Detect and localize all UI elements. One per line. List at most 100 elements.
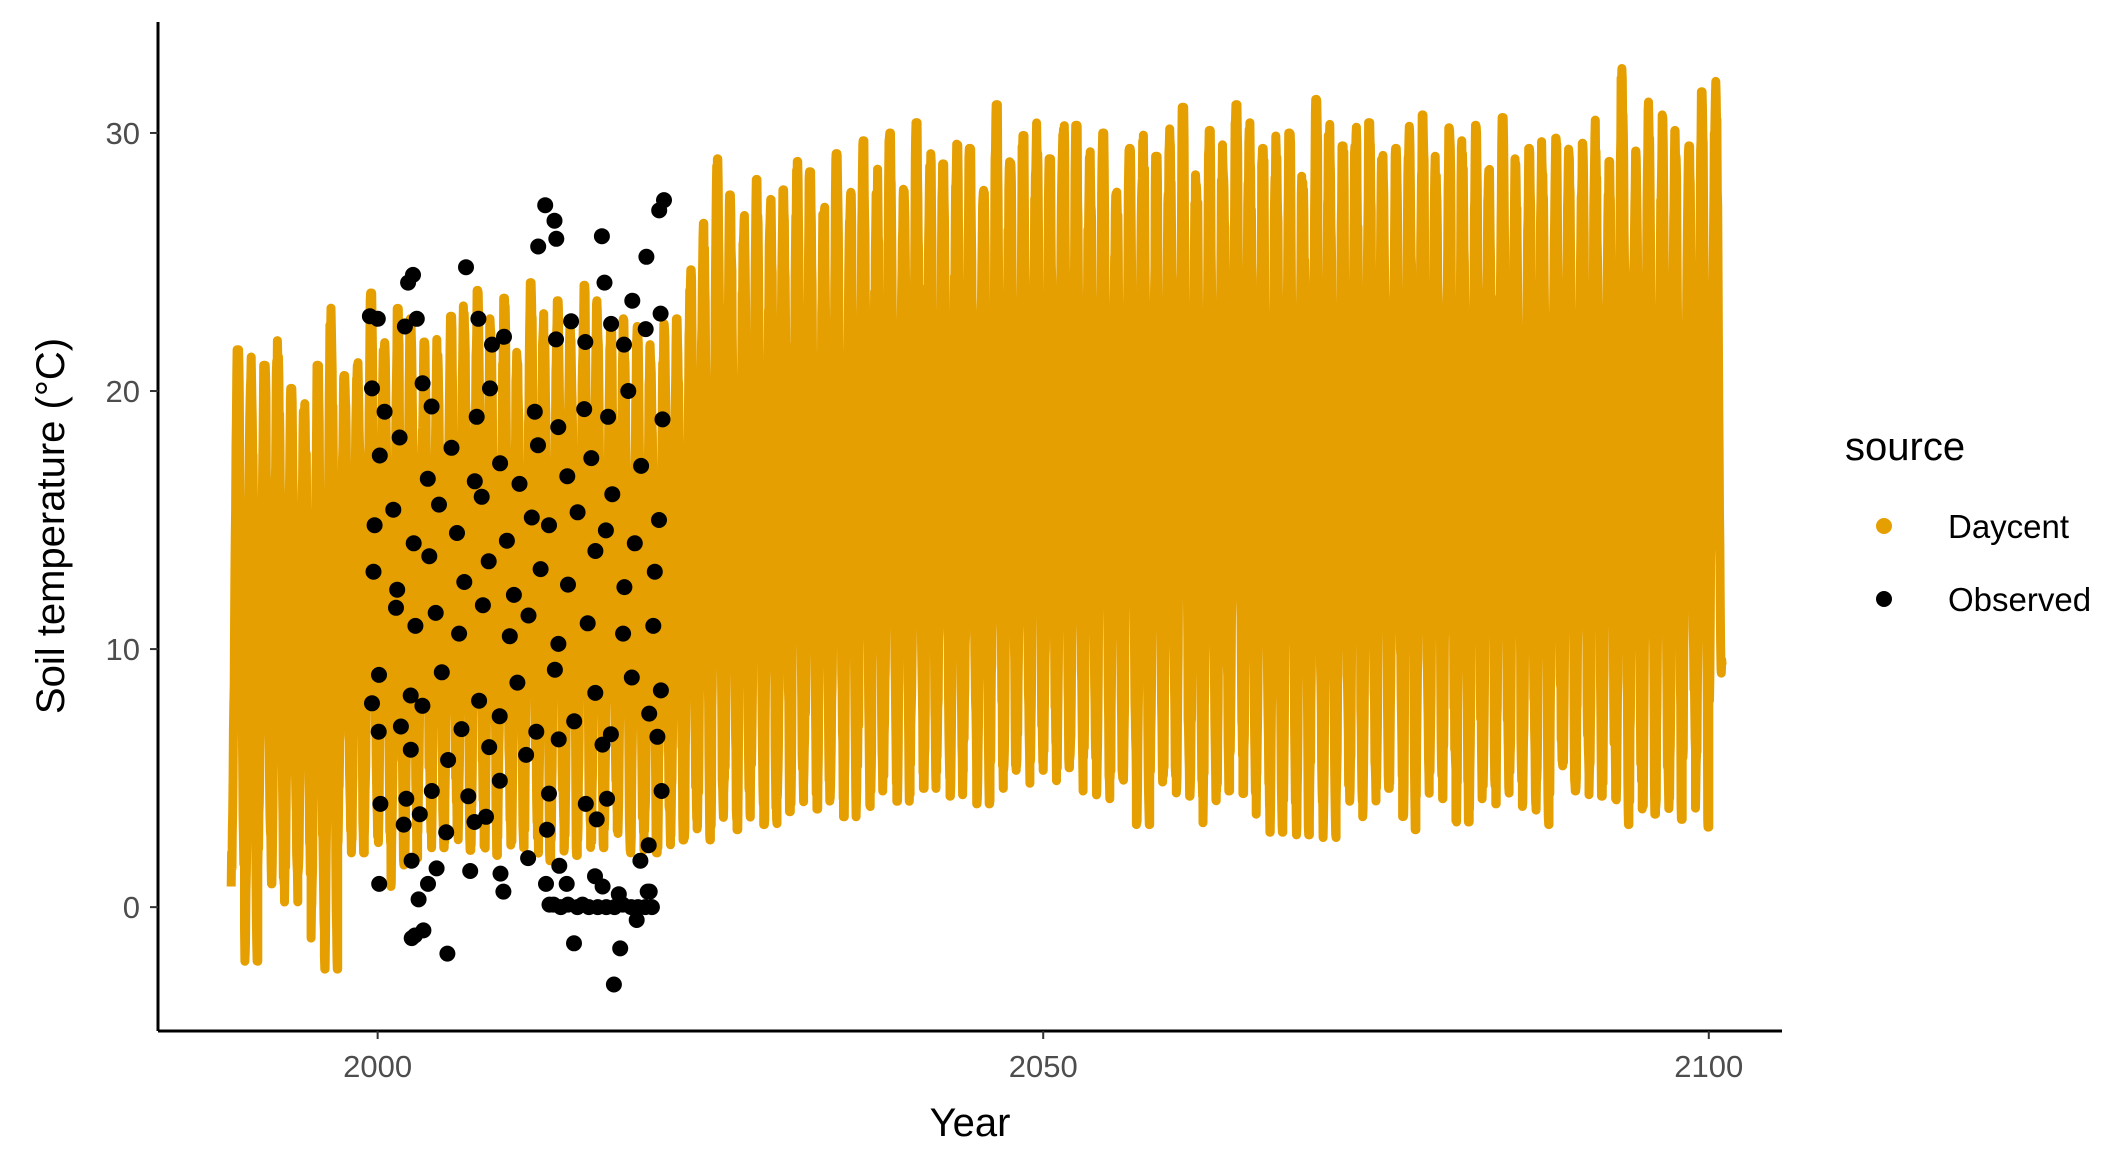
observed-point xyxy=(370,723,387,740)
observed-point xyxy=(421,548,438,565)
observed-point xyxy=(626,535,643,552)
observed-point xyxy=(523,509,540,526)
observed-point xyxy=(563,313,580,330)
observed-point xyxy=(641,705,658,722)
x-tick-label: 2050 xyxy=(1009,1049,1078,1084)
daycent-series xyxy=(226,64,1727,974)
observed-point xyxy=(526,403,543,420)
observed-point xyxy=(423,398,440,415)
observed-point xyxy=(532,561,549,578)
observed-point xyxy=(471,692,488,709)
observed-point xyxy=(550,731,567,748)
observed-point xyxy=(651,202,668,219)
observed-point xyxy=(597,522,614,539)
observed-point xyxy=(431,496,447,513)
observed-point xyxy=(372,795,389,812)
observed-point xyxy=(423,783,440,799)
observed-point xyxy=(468,408,485,425)
observed-point xyxy=(596,274,613,291)
observed-point xyxy=(546,661,563,678)
y-axis-ticks: 0 10 20 30 xyxy=(106,116,158,925)
observed-point xyxy=(414,375,431,392)
observed-point xyxy=(593,228,610,245)
y-tick-label: 20 xyxy=(106,374,140,409)
observed-point xyxy=(408,310,425,327)
observed-point xyxy=(599,790,615,807)
observed-point xyxy=(474,597,491,614)
y-tick-label: 0 xyxy=(123,890,140,925)
observed-point xyxy=(495,883,512,900)
observed-point xyxy=(415,922,432,939)
observed-point xyxy=(652,305,669,322)
observed-point xyxy=(649,728,666,745)
observed-point xyxy=(560,576,576,593)
observed-point xyxy=(566,935,582,952)
observed-point xyxy=(511,475,528,492)
observed-point xyxy=(482,380,498,397)
x-axis-ticks: 2000 2050 2100 xyxy=(343,1031,1743,1084)
observed-point xyxy=(594,736,611,753)
observed-point xyxy=(403,930,420,947)
observed-point xyxy=(643,899,660,916)
legend-key-daycent xyxy=(1876,518,1892,534)
observed-point xyxy=(484,336,500,353)
observed-point xyxy=(638,248,655,265)
observed-point xyxy=(652,682,669,699)
observed-point xyxy=(491,772,508,789)
observed-point xyxy=(550,635,567,652)
observed-point xyxy=(520,607,537,624)
observed-point xyxy=(364,380,380,397)
observed-point xyxy=(566,713,583,730)
observed-point xyxy=(395,816,412,833)
observed-point xyxy=(548,230,565,247)
observed-point xyxy=(520,850,537,867)
observed-point xyxy=(411,806,428,823)
observed-point xyxy=(546,212,563,229)
observed-series xyxy=(361,192,672,993)
observed-point xyxy=(624,292,641,309)
observed-point xyxy=(443,439,460,456)
observed-point xyxy=(537,197,554,214)
legend-title: source xyxy=(1845,425,1965,469)
observed-point xyxy=(539,821,555,838)
observed-point xyxy=(641,883,658,900)
observed-point xyxy=(480,553,497,570)
observed-point xyxy=(576,401,593,418)
observed-point xyxy=(364,695,380,712)
observed-point xyxy=(646,563,663,580)
observed-point xyxy=(470,310,487,327)
legend: source Daycent Observed xyxy=(1845,425,2091,618)
observed-point xyxy=(541,785,557,802)
observed-point xyxy=(615,625,632,642)
observed-point xyxy=(419,470,436,487)
observed-point xyxy=(616,336,632,353)
observed-point xyxy=(645,617,662,634)
observed-point xyxy=(550,419,567,436)
observed-point xyxy=(438,824,455,841)
observed-point xyxy=(458,259,474,276)
legend-label-observed: Observed xyxy=(1948,581,2091,618)
observed-point xyxy=(433,664,450,681)
observed-point xyxy=(376,403,393,420)
observed-point xyxy=(501,628,518,645)
daycent-line xyxy=(226,64,1727,974)
observed-point xyxy=(620,383,637,399)
observed-point xyxy=(577,795,594,812)
observed-point xyxy=(439,945,456,962)
observed-point xyxy=(612,940,629,957)
observed-point xyxy=(371,447,388,464)
y-tick-label: 30 xyxy=(106,116,140,151)
observed-point xyxy=(398,790,415,807)
observed-point xyxy=(577,334,594,350)
observed-point xyxy=(594,878,611,895)
observed-point xyxy=(462,863,479,879)
observed-point xyxy=(427,604,444,621)
observed-point xyxy=(407,617,424,634)
observed-point xyxy=(420,875,436,892)
observed-point xyxy=(604,486,621,503)
observed-point xyxy=(637,321,654,338)
observed-point xyxy=(410,891,427,908)
observed-point xyxy=(428,860,445,877)
observed-point xyxy=(369,310,386,327)
legend-label-daycent: Daycent xyxy=(1948,508,2069,545)
